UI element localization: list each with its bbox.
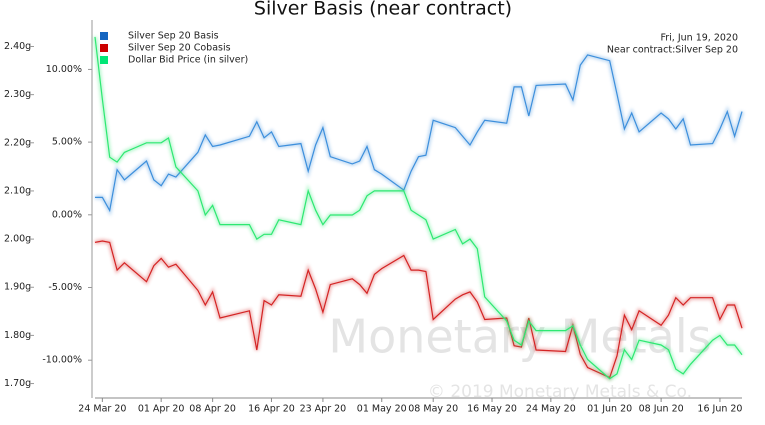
y2-tick-label: 2.30g [4,89,31,100]
y2-tick-label: 1.90g [4,282,31,293]
x-tick-label: 16 Jun 20 [697,404,742,415]
y-tick-label: 5.00% [52,137,82,148]
legend-swatch [100,56,108,64]
y2-tick-label: 1.80g [4,330,31,341]
watermark: © 2019 Monetary Metals & Co. [428,382,692,402]
chart-title: Silver Basis (near contract) [254,0,512,20]
y-tick-label: -5.00% [48,282,82,293]
y-tick-label: 0.00% [52,209,82,220]
y2-tick-label: 2.10g [4,185,31,196]
y2-tick-label: 1.70g [4,378,31,389]
x-tick-label: 23 Apr 20 [300,404,347,415]
y2-tick-label: 2.20g [4,137,31,148]
y2-tick-label: 2.00g [4,234,31,245]
legend-label: Silver Sep 20 Basis [128,31,219,42]
legend-label: Dollar Bid Price (in silver) [128,55,248,66]
series-line [94,36,743,380]
x-tick-label: 08 May 20 [408,404,458,415]
x-tick-label: 01 May 20 [357,404,407,415]
legend-label: Silver Sep 20 Cobasis [128,43,231,54]
y-tick-label: 10.00% [46,64,82,75]
x-tick-label: 08 Apr 20 [189,404,236,415]
legend-swatch [100,32,108,40]
watermark: Monetary Metals [328,310,711,364]
series-line [95,54,743,213]
y-tick-label: -10.00% [42,355,82,366]
x-tick-label: 01 Apr 20 [138,404,185,415]
x-tick-label: 24 Mar 20 [78,404,126,415]
x-tick-label: 24 May 20 [526,404,576,415]
x-tick-label: 01 Jun 20 [587,404,632,415]
series-line [94,240,743,379]
legend-swatch [100,44,108,52]
x-tick-label: 08 Jun 20 [639,404,684,415]
x-tick-label: 16 May 20 [467,404,517,415]
y2-tick-label: 2.40g [4,41,31,52]
x-tick-label: 16 Apr 20 [248,404,295,415]
annotation: Fri, Jun 19, 2020 [660,33,738,44]
annotation: Near contract:Silver Sep 20 [607,45,738,56]
